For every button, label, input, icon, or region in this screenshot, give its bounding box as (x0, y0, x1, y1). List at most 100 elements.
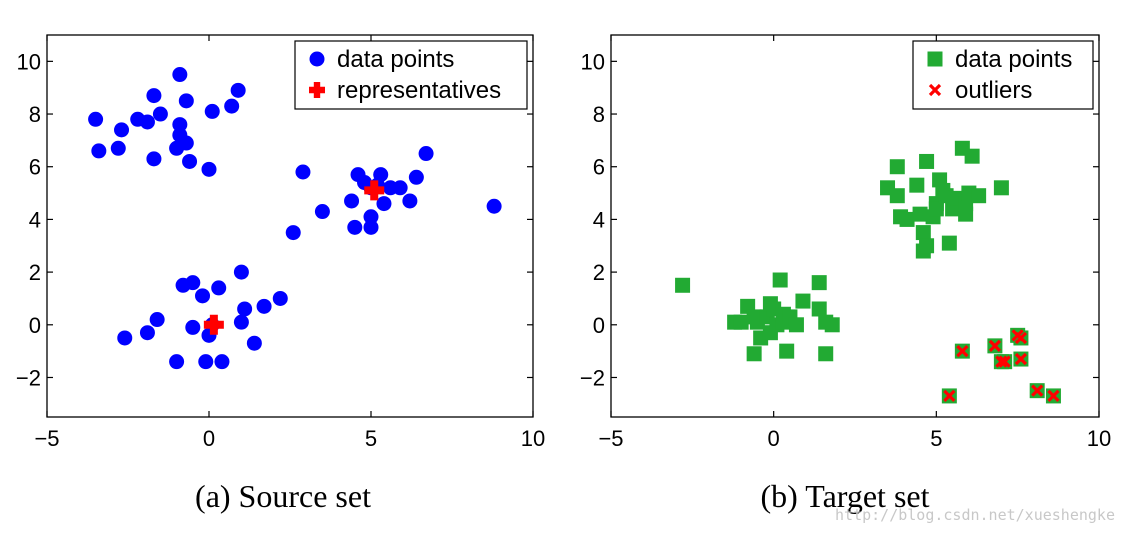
data-point (824, 317, 840, 333)
x-tick-label: −5 (598, 426, 623, 451)
data-point (998, 355, 1011, 368)
data-point (214, 354, 230, 370)
data-point (139, 325, 155, 341)
data-point (995, 355, 1008, 368)
y-tick-label: 10 (581, 49, 605, 74)
series-representatives (203, 180, 385, 335)
data-point (178, 135, 194, 151)
data-point (919, 153, 935, 169)
legend: data points representatives (294, 40, 528, 110)
data-point (246, 335, 262, 351)
x-tick-label: −5 (34, 426, 59, 451)
data-point (233, 264, 249, 280)
data-point (172, 117, 188, 133)
data-point (915, 225, 931, 241)
data-point (237, 301, 253, 317)
legend-box (912, 40, 1094, 110)
y-tick-label: 4 (29, 207, 41, 232)
legend-entry: outliers (955, 77, 1032, 104)
data-point (110, 140, 126, 156)
y-tick-label: 10 (17, 49, 41, 74)
data-point (779, 343, 795, 359)
y-tick-label: 8 (593, 102, 605, 127)
data-point (195, 288, 211, 304)
data-point (889, 188, 905, 204)
data-point (256, 298, 272, 314)
data-point (943, 389, 956, 403)
data-point (376, 196, 392, 212)
y-tick-label: 2 (29, 260, 41, 285)
source-set-panel: −5 0 5 10 −2 0 2 4 6 8 10 data points representative… (16, 34, 545, 514)
panel-caption: (a) Source set (195, 478, 371, 514)
data-point (152, 106, 168, 122)
y-tick-label: 6 (29, 155, 41, 180)
data-point (146, 151, 162, 167)
y-tick-label: 2 (593, 260, 605, 285)
legend-marker (309, 82, 325, 98)
data-point (88, 111, 104, 127)
data-point (201, 161, 217, 177)
y-tick-label: −2 (580, 365, 605, 390)
data-point (363, 219, 379, 235)
data-point (941, 235, 957, 251)
series-outliers (943, 329, 1060, 403)
data-point (675, 277, 691, 293)
data-point (204, 103, 220, 119)
data-point (746, 346, 762, 362)
data-point (408, 169, 424, 185)
data-point (788, 317, 804, 333)
data-point (818, 346, 834, 362)
legend: data points outliers (912, 40, 1094, 110)
data-point (899, 211, 915, 227)
data-point (295, 164, 311, 180)
legend-entry: data points (337, 46, 454, 73)
data-point (185, 275, 201, 291)
target-set-panel: −5 0 5 10 −2 0 2 4 6 8 10 data points outliers (b) Ta… (580, 34, 1111, 514)
data-point (928, 201, 944, 217)
data-point (314, 204, 330, 220)
data-point (178, 93, 194, 109)
data-point (224, 98, 240, 114)
data-point (169, 354, 185, 370)
data-point (230, 82, 246, 98)
legend-entry: data points (955, 46, 1072, 73)
data-point (185, 319, 201, 335)
data-point (811, 275, 827, 291)
data-point (392, 180, 408, 196)
data-point (363, 209, 379, 225)
data-point (919, 238, 935, 254)
data-point (993, 180, 1009, 196)
data-point (198, 354, 214, 370)
data-point (347, 219, 363, 235)
data-point (795, 293, 811, 309)
legend-marker (927, 51, 943, 67)
data-point (1014, 331, 1028, 345)
data-point (733, 314, 749, 330)
data-point (811, 301, 827, 317)
y-tick-label: 0 (593, 313, 605, 338)
x-tick-label: 10 (1087, 426, 1111, 451)
panel-caption: (b) Target set (761, 478, 930, 514)
x-tick-label: 0 (768, 426, 780, 451)
x-tick-label: 5 (930, 426, 942, 451)
legend-entry: representatives (337, 77, 501, 104)
x-tick-label: 0 (203, 426, 215, 451)
data-point (1031, 384, 1044, 397)
x-tick-label: 5 (365, 426, 377, 451)
data-point (117, 330, 133, 346)
data-point (344, 193, 360, 209)
y-tick-label: 4 (593, 207, 605, 232)
data-point (233, 314, 249, 330)
data-point (964, 148, 980, 164)
data-point (182, 153, 198, 169)
data-point (203, 314, 224, 335)
data-point (988, 339, 1002, 353)
legend-box (294, 40, 528, 110)
data-point (146, 88, 162, 104)
data-point (1014, 352, 1028, 366)
legend-marker (309, 51, 325, 67)
y-tick-label: 0 (29, 313, 41, 338)
y-tick-label: 8 (29, 102, 41, 127)
data-point (91, 143, 107, 159)
